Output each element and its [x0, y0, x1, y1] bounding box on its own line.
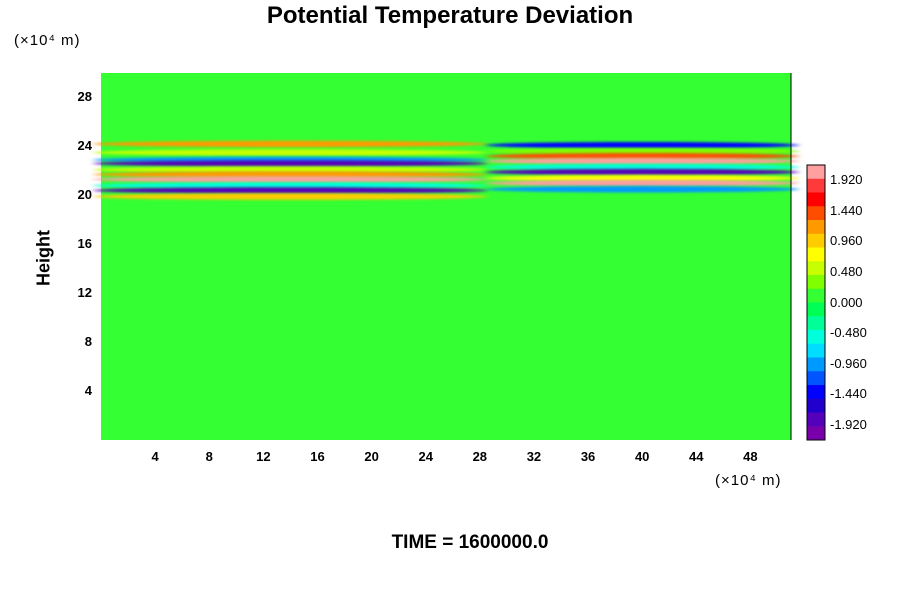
heatmap-band — [93, 160, 488, 167]
colorbar-swatch — [807, 261, 825, 276]
heatmap-band — [93, 182, 488, 189]
y-tick-label: 12 — [77, 285, 92, 301]
colorbar-tick-label: 0.000 — [830, 294, 863, 310]
colorbar-tick-label: 1.440 — [830, 202, 863, 218]
heatmap-band — [93, 171, 488, 178]
colorbar-swatch — [807, 220, 825, 235]
colorbar-border — [806, 164, 826, 441]
colorbar-swatch — [807, 371, 825, 386]
heatmap-band — [93, 176, 488, 183]
y-axis-unit: (×10⁴ m) — [14, 32, 81, 49]
colorbar — [806, 164, 826, 441]
x-tick-label: 16 — [310, 449, 325, 464]
x-tick-label: 40 — [634, 449, 650, 464]
x-axis-unit: (×10⁴ m) — [715, 472, 782, 489]
heatmap-band — [485, 157, 799, 165]
x-tick-label: 20 — [364, 449, 379, 464]
x-tick-label: 24 — [418, 449, 433, 464]
heatmap-band — [485, 179, 799, 187]
colorbar-swatch — [807, 247, 825, 262]
colorbar-tick-label: -1.440 — [830, 386, 867, 402]
heatmap-band — [485, 141, 799, 149]
time-label: TIME = 1600000.0 — [391, 532, 549, 553]
heatmap-band — [485, 175, 799, 182]
colorbar-swatch — [807, 330, 825, 345]
colorbar-swatch — [807, 178, 825, 193]
x-tick-label: 12 — [256, 449, 271, 464]
heatmap-band — [485, 168, 799, 176]
colorbar-swatch — [807, 288, 825, 303]
colorbar-swatch — [807, 316, 825, 331]
heatmap-band — [485, 152, 799, 160]
heatmap-band — [485, 186, 799, 193]
heatmap-band — [485, 163, 799, 171]
heatmap-bands — [93, 140, 799, 200]
y-tick-label: 28 — [77, 89, 92, 105]
colorbar-swatch — [807, 357, 825, 372]
colorbar-tick-label: 0.480 — [830, 263, 863, 279]
x-tick-label: 32 — [526, 449, 542, 464]
colorbar-tick-label: 0.960 — [830, 233, 863, 249]
colorbar-swatch — [807, 343, 825, 358]
heatmap-band — [93, 140, 488, 148]
colorbar-swatch — [807, 302, 825, 317]
colorbar-swatch — [807, 385, 825, 400]
y-tick-label: 4 — [84, 383, 92, 399]
y-tick-label: 16 — [77, 236, 92, 252]
x-tick-label: 28 — [472, 449, 488, 464]
heatmap-band — [93, 166, 488, 173]
y-tick-label: 8 — [84, 334, 92, 350]
y-tick-label: 20 — [77, 187, 92, 203]
x-tick-label: 8 — [205, 449, 213, 464]
chart-title: Potential Temperature Deviation — [266, 2, 634, 29]
heatmap-band — [93, 193, 488, 200]
colorbar-tick-label: 1.920 — [830, 172, 863, 188]
colorbar-swatch — [807, 275, 825, 290]
x-tick-label: 4 — [151, 449, 159, 464]
colorbar-tick-label: -0.480 — [830, 325, 867, 341]
colorbar-swatch — [807, 192, 825, 207]
colorbar-tick-label: -1.920 — [830, 416, 867, 432]
heatmap-band — [485, 148, 799, 155]
heatmap-band — [93, 187, 488, 194]
x-tick-label: 36 — [580, 449, 596, 464]
colorbar-swatch — [807, 412, 825, 427]
colorbar-tick-label: -0.960 — [830, 355, 867, 371]
colorbar-swatch — [807, 398, 825, 413]
colorbar-swatch — [807, 233, 825, 248]
y-tick-label: 24 — [77, 138, 92, 154]
plot-area — [101, 73, 791, 440]
colorbar-swatch — [807, 165, 825, 180]
colorbar-swatch — [807, 206, 825, 221]
heatmap-band — [93, 149, 488, 156]
x-tick-label: 48 — [743, 449, 758, 464]
colorbar-swatch — [807, 426, 825, 441]
x-tick-label: 44 — [689, 449, 704, 464]
